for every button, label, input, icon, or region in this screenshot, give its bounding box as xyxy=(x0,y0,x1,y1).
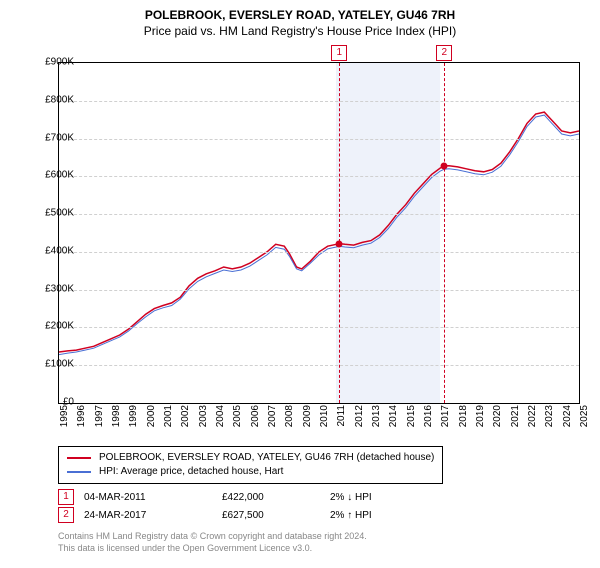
footer-line: This data is licensed under the Open Gov… xyxy=(58,542,367,554)
x-axis-label: 2009 xyxy=(302,405,313,427)
x-axis-label: 2017 xyxy=(440,405,451,427)
x-axis-label: 2012 xyxy=(354,405,365,427)
x-axis-label: 1995 xyxy=(59,405,70,427)
y-axis-label: £400K xyxy=(24,245,74,256)
x-axis-label: 2003 xyxy=(198,405,209,427)
sale-date: 04-MAR-2011 xyxy=(84,492,214,503)
y-axis-label: £200K xyxy=(24,321,74,332)
x-axis-label: 2015 xyxy=(406,405,417,427)
chart-series-line xyxy=(59,115,579,355)
x-axis-label: 1997 xyxy=(94,405,105,427)
x-axis-label: 2021 xyxy=(510,405,521,427)
x-axis-label: 2000 xyxy=(146,405,157,427)
legend-item: POLEBROOK, EVERSLEY ROAD, YATELEY, GU46 … xyxy=(67,451,434,465)
sale-marker-icon: 2 xyxy=(436,45,452,61)
legend-label: POLEBROOK, EVERSLEY ROAD, YATELEY, GU46 … xyxy=(99,451,434,465)
table-row: 1 04-MAR-2011 £422,000 2% ↓ HPI xyxy=(58,488,430,506)
x-axis-label: 2005 xyxy=(232,405,243,427)
y-axis-label: £900K xyxy=(24,57,74,68)
y-axis-label: £300K xyxy=(24,283,74,294)
sale-vs-hpi: 2% ↓ HPI xyxy=(330,492,430,503)
chart-plot-area: 1995199619971998199920002001200220032004… xyxy=(58,62,580,404)
x-axis-label: 2018 xyxy=(458,405,469,427)
x-axis-label: 2006 xyxy=(250,405,261,427)
legend-item: HPI: Average price, detached house, Hart xyxy=(67,465,434,479)
sale-marker-icon: 1 xyxy=(58,489,74,505)
y-axis-label: £700K xyxy=(24,132,74,143)
x-axis-label: 2001 xyxy=(163,405,174,427)
sale-price: £627,500 xyxy=(222,510,322,521)
table-row: 2 24-MAR-2017 £627,500 2% ↑ HPI xyxy=(58,506,430,524)
sale-marker-icon: 1 xyxy=(331,45,347,61)
sale-dot xyxy=(441,162,448,169)
chart-subtitle: Price paid vs. HM Land Registry's House … xyxy=(0,24,600,38)
sale-marker-icon: 2 xyxy=(58,507,74,523)
x-axis-label: 1998 xyxy=(111,405,122,427)
x-axis-label: 2010 xyxy=(319,405,330,427)
x-axis-label: 2020 xyxy=(492,405,503,427)
x-axis-label: 2008 xyxy=(284,405,295,427)
sales-table: 1 04-MAR-2011 £422,000 2% ↓ HPI 2 24-MAR… xyxy=(58,488,430,524)
x-axis-label: 2023 xyxy=(544,405,555,427)
y-axis-label: £100K xyxy=(24,359,74,370)
x-axis-label: 2007 xyxy=(267,405,278,427)
x-axis-label: 2013 xyxy=(371,405,382,427)
x-axis-label: 2016 xyxy=(423,405,434,427)
x-axis-label: 2011 xyxy=(336,405,347,427)
x-axis-label: 2024 xyxy=(562,405,573,427)
chart-svg xyxy=(59,63,579,403)
legend: POLEBROOK, EVERSLEY ROAD, YATELEY, GU46 … xyxy=(58,446,443,484)
x-axis-label: 2014 xyxy=(388,405,399,427)
y-axis-label: £800K xyxy=(24,94,74,105)
chart-title: POLEBROOK, EVERSLEY ROAD, YATELEY, GU46 … xyxy=(0,8,600,22)
chart-container: POLEBROOK, EVERSLEY ROAD, YATELEY, GU46 … xyxy=(0,8,600,568)
x-axis-label: 2022 xyxy=(527,405,538,427)
sale-date: 24-MAR-2017 xyxy=(84,510,214,521)
chart-series-line xyxy=(59,112,579,352)
legend-swatch xyxy=(67,457,91,459)
sale-dot xyxy=(336,240,343,247)
footer-line: Contains HM Land Registry data © Crown c… xyxy=(58,530,367,542)
legend-label: HPI: Average price, detached house, Hart xyxy=(99,465,283,479)
y-axis-label: £500K xyxy=(24,208,74,219)
legend-swatch xyxy=(67,471,91,473)
x-axis-label: 2002 xyxy=(180,405,191,427)
y-axis-label: £0 xyxy=(24,397,74,408)
y-axis-label: £600K xyxy=(24,170,74,181)
footer-attribution: Contains HM Land Registry data © Crown c… xyxy=(58,530,367,554)
x-axis-label: 1999 xyxy=(128,405,139,427)
x-axis-label: 2004 xyxy=(215,405,226,427)
x-axis-label: 2019 xyxy=(475,405,486,427)
x-axis-label: 2025 xyxy=(579,405,590,427)
sale-vs-hpi: 2% ↑ HPI xyxy=(330,510,430,521)
sale-price: £422,000 xyxy=(222,492,322,503)
x-axis-label: 1996 xyxy=(76,405,87,427)
